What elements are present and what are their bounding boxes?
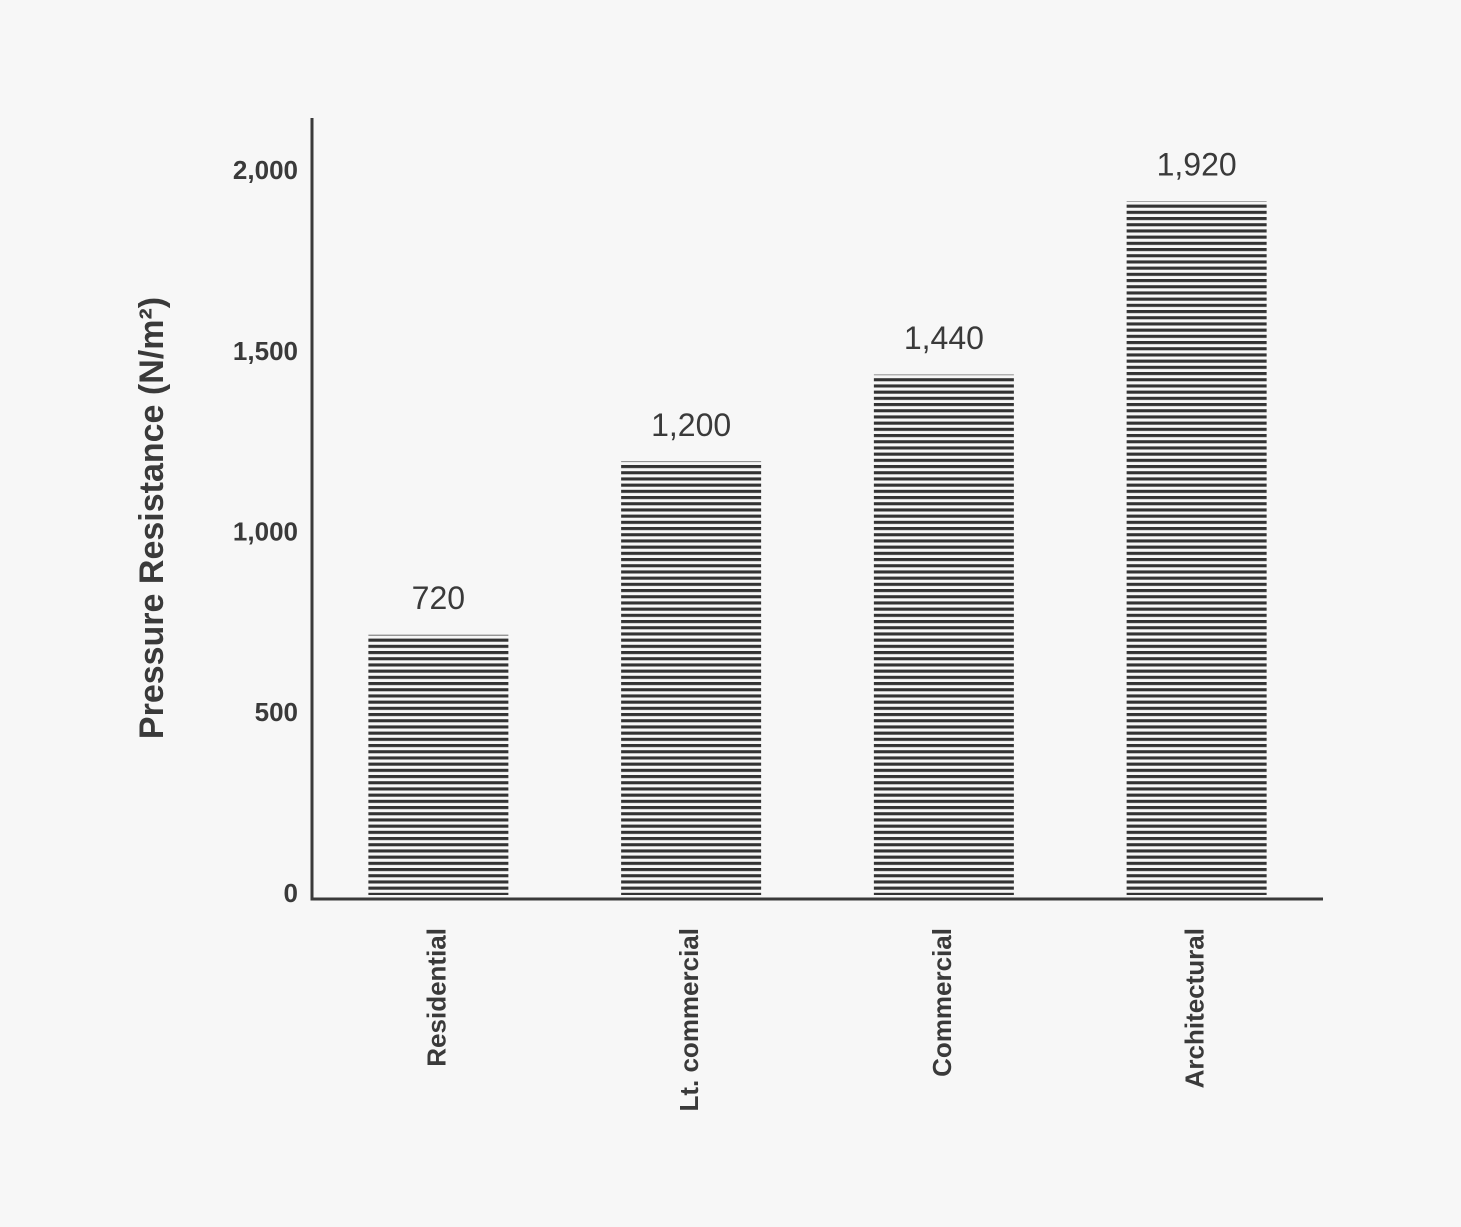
- value-label: 1,920: [1157, 147, 1237, 183]
- x-tick-label: Architectural: [1180, 928, 1210, 1088]
- bar: [873, 374, 1014, 895]
- x-tick-label: Commercial: [927, 928, 957, 1077]
- value-label: 1,440: [904, 320, 984, 356]
- y-axis-title: Pressure Resistance (N/m²): [133, 297, 171, 739]
- y-tick-label: 0: [284, 878, 298, 908]
- x-tick-label: Residential: [421, 928, 451, 1067]
- y-tick-label: 500: [255, 697, 298, 727]
- value-label: 720: [412, 580, 465, 616]
- y-tick-label: 1,500: [233, 336, 298, 366]
- value-label: 1,200: [651, 407, 731, 443]
- bar: [621, 461, 762, 895]
- x-tick-label: Lt. commercial: [674, 928, 704, 1112]
- y-tick-label: 1,000: [233, 516, 298, 546]
- bar: [1126, 201, 1267, 896]
- y-tick-label: 2,000: [233, 155, 298, 185]
- bar: [368, 634, 509, 895]
